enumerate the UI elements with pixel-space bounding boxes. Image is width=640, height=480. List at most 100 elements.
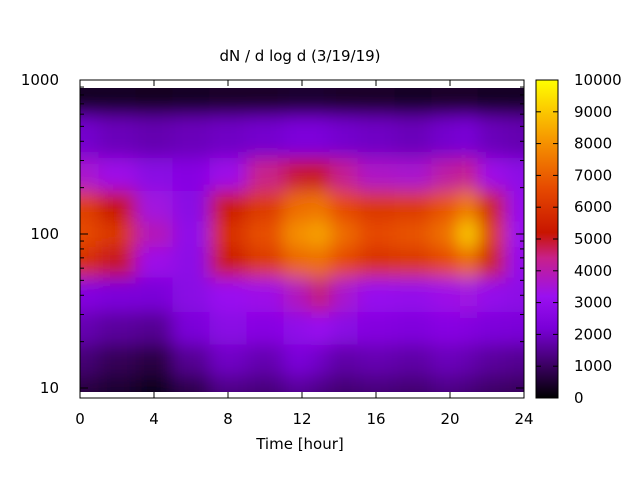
heatmap-cell <box>311 88 331 116</box>
heatmap-cell <box>246 311 285 345</box>
heatmap-cell <box>357 157 396 191</box>
heatmap-cell <box>477 114 507 158</box>
heatmap-cell <box>246 374 285 392</box>
heatmap-cell <box>357 374 396 392</box>
heatmap-cell <box>172 374 211 392</box>
heatmap-cell <box>172 245 211 278</box>
heatmap-cell <box>431 311 461 345</box>
heatmap-cell <box>172 276 211 312</box>
heatmap-cell <box>394 343 433 376</box>
x-axis-label: Time [hour] <box>255 435 344 453</box>
heatmap-cell <box>135 276 174 312</box>
colorbar-tick-label: 8000 <box>574 135 612 153</box>
heatmap-cell <box>80 343 100 376</box>
heatmap-cell <box>431 374 461 392</box>
heatmap-cell <box>283 311 313 345</box>
heatmap-cell <box>283 88 313 116</box>
heatmap-cell <box>394 189 433 222</box>
heatmap-cell <box>135 114 174 158</box>
heatmap-cell <box>311 276 331 312</box>
heatmap-cell <box>209 343 248 376</box>
heatmap-cell <box>357 311 396 345</box>
heatmap-cell <box>172 311 211 345</box>
heatmap-cell <box>80 189 100 222</box>
heatmap-cell <box>246 343 285 376</box>
heatmap-cell <box>477 343 507 376</box>
heatmap-cell <box>283 114 313 158</box>
heatmap-cell <box>505 343 524 376</box>
heatmap-cell <box>246 157 285 191</box>
heatmap-cell <box>135 220 174 247</box>
heatmap-cell <box>357 189 396 222</box>
heatmap-cell <box>209 114 248 158</box>
heatmap-cell <box>477 245 507 278</box>
heatmap-cell <box>283 189 313 222</box>
colorbar-axis: 0 1000 2000 3000 4000 5000 6000 7000 8000 9000 100… <box>536 71 622 407</box>
x-tick-label: 4 <box>149 410 159 428</box>
heatmap-cell <box>209 189 248 222</box>
heatmap-cell <box>80 276 100 312</box>
heatmap-cell <box>477 311 507 345</box>
colorbar-tick-label: 1000 <box>574 357 612 375</box>
heatmap-cell <box>80 88 100 116</box>
heatmap-cell <box>283 220 313 247</box>
x-tick-label: 8 <box>223 410 233 428</box>
heatmap-cell <box>394 88 433 116</box>
heatmap-cell <box>135 374 174 392</box>
colorbar-tick-label: 3000 <box>574 294 612 312</box>
heatmap-cell <box>172 189 211 222</box>
heatmap-cell <box>135 157 174 191</box>
heatmap-cell <box>394 374 433 392</box>
heatmap-cell <box>209 220 248 247</box>
x-axis: 0 4 8 12 16 20 24 <box>75 80 534 428</box>
heatmap-cell <box>459 220 479 247</box>
heatmap-cell <box>98 311 137 345</box>
heatmap-cell <box>311 311 331 345</box>
heatmap-cell <box>80 245 100 278</box>
colorbar-tick-label: 2000 <box>574 325 612 343</box>
heatmap-cell <box>357 343 396 376</box>
heatmap-cell <box>283 157 313 191</box>
heatmap-cell <box>283 374 313 392</box>
heatmap-cell <box>98 343 137 376</box>
heatmap-cell <box>98 88 137 116</box>
heatmap-cell <box>98 276 137 312</box>
heatmap-cell <box>431 88 461 116</box>
heatmap-cell <box>80 311 100 345</box>
heatmap-cell <box>431 189 461 222</box>
heatmap-cell <box>394 245 433 278</box>
heatmap-cell <box>431 114 461 158</box>
heatmap-cell <box>431 220 461 247</box>
heatmap-cell <box>246 220 285 247</box>
heatmap-cell <box>459 343 479 376</box>
heatmap-cell <box>311 245 331 278</box>
heatmap-cell <box>209 374 248 392</box>
heatmap-cell <box>477 220 507 247</box>
heatmap-area <box>80 88 524 392</box>
heatmap-cell <box>135 311 174 345</box>
heatmap-cell <box>209 88 248 116</box>
heatmap-cell <box>394 311 433 345</box>
heatmap-cell <box>172 220 211 247</box>
heatmap-cell <box>431 276 461 312</box>
heatmap-cell <box>394 157 433 191</box>
heatmap-cell <box>394 276 433 312</box>
heatmap-cell <box>135 189 174 222</box>
heatmap-cell <box>431 343 461 376</box>
heatmap-cell <box>459 276 479 312</box>
heatmap-cell <box>209 157 248 191</box>
heatmap-cell <box>98 189 137 222</box>
heatmap-cell <box>357 276 396 312</box>
heatmap-cell <box>246 189 285 222</box>
heatmap-cell <box>329 157 359 191</box>
heatmap-cell <box>135 343 174 376</box>
heatmap-cell <box>246 114 285 158</box>
x-tick-label: 24 <box>514 410 533 428</box>
heatmap-cell <box>505 276 524 312</box>
heatmap-cell <box>80 157 100 191</box>
colorbar-tick-label: 6000 <box>574 198 612 216</box>
heatmap-cell <box>477 88 507 116</box>
heatmap-cell <box>505 157 524 191</box>
y-axis: 10 100 1000 <box>21 71 524 397</box>
